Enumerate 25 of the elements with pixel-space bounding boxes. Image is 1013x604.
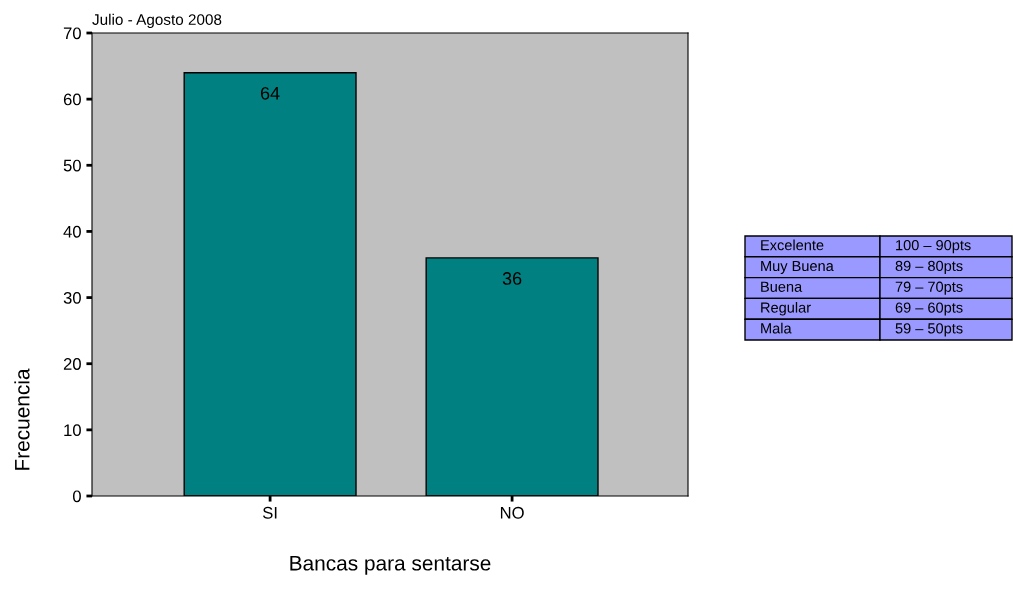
text: Regular xyxy=(761,302,811,316)
y-tick-label: 30 xyxy=(63,291,81,304)
x-tick-label: NO xyxy=(500,506,524,519)
text: 79 – 70pts xyxy=(895,281,963,295)
text: 69 – 60pts xyxy=(895,302,963,316)
y-tick-label: 60 xyxy=(63,93,81,106)
data-label: 36 xyxy=(502,272,522,285)
x-tick-label: SI xyxy=(262,506,277,519)
y-tick-label: 40 xyxy=(63,225,81,238)
y-tick-label: 10 xyxy=(64,424,81,437)
data-label: 64 xyxy=(260,86,280,100)
y-axis-title: Frecuencia xyxy=(14,368,30,470)
text: Excelente xyxy=(761,239,824,251)
text: Buena xyxy=(761,281,803,292)
text: 100 – 90pts xyxy=(896,239,971,254)
text: 59 – 50pts xyxy=(895,323,963,337)
text: 89 – 80pts xyxy=(895,260,963,274)
y-tick-label: 50 xyxy=(63,159,81,172)
text: Muy Buena xyxy=(761,260,834,274)
y-tick-label: 0 xyxy=(72,490,81,503)
y-tick-label: 70 xyxy=(63,27,81,40)
text: Mala xyxy=(761,322,792,334)
chart-title: Julio - Agosto 2008 xyxy=(92,13,222,28)
y-tick-label: 20 xyxy=(63,358,81,370)
x-axis-title: Bancas para sentarse xyxy=(290,556,491,575)
